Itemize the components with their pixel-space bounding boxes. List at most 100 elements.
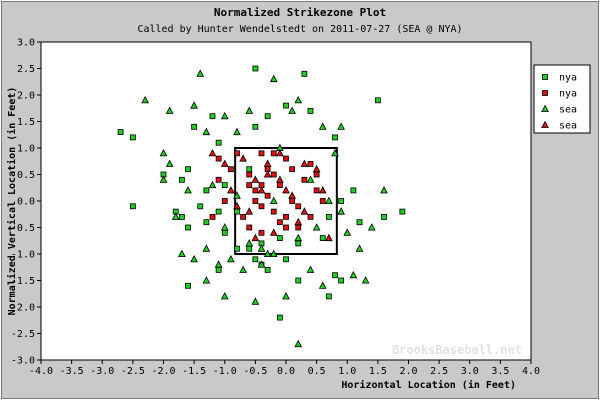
red-sea-triangle-marker	[325, 233, 333, 242]
green-sea-triangle-marker	[306, 175, 315, 183]
green-sea-triangle-marker	[269, 196, 278, 205]
red-nya-square-marker	[283, 213, 289, 220]
y-tick-label: 1.0	[17, 144, 35, 155]
green-nya-square-marker	[332, 134, 338, 141]
green-sea-triangle-marker	[337, 122, 345, 130]
red-nya-square-marker	[289, 166, 296, 173]
x-axis: -4.0 -3.5 -3.0 -2.5 -2.0 -1.5 -1.0 -0.5 0.0 0.5 1.…	[29, 360, 540, 377]
x-tick-label: 2.0	[399, 366, 417, 377]
red-nya-square-marker	[313, 171, 320, 178]
legend-triangle-swatch	[541, 104, 549, 112]
y-tick-label: 2.0	[17, 91, 35, 102]
red-nya-square-marker	[270, 171, 277, 178]
red-nya-square-marker	[301, 176, 308, 183]
green-sea-triangle-marker	[208, 180, 217, 189]
red-nya-square-marker	[307, 213, 314, 220]
red-sea-triangle-marker	[220, 159, 229, 167]
green-nya-square-marker	[215, 139, 222, 146]
green-nya-square-marker	[215, 266, 222, 273]
red-sea-triangle-marker	[257, 186, 266, 194]
green-sea-triangle-marker	[220, 292, 229, 300]
red-nya-square-marker	[289, 198, 296, 204]
x-tick-label: 3.5	[491, 366, 509, 377]
red-nya-square-marker	[234, 150, 240, 157]
green-sea-triangle-marker	[263, 249, 272, 258]
green-nya-square-marker	[252, 256, 259, 263]
red-nya-square-marker	[252, 187, 259, 194]
green-nya-square-marker	[332, 272, 338, 279]
green-nya-square-marker	[356, 219, 363, 226]
green-sea-triangle-marker	[233, 127, 241, 136]
x-tick-label: -1.5	[182, 366, 206, 377]
green-nya-square-marker	[252, 123, 259, 130]
legend: nya nya sea sea	[533, 64, 591, 134]
legend-label: sea	[559, 105, 577, 116]
green-nya-square-marker	[185, 224, 191, 231]
green-sea-triangle-marker	[288, 106, 296, 114]
green-sea-triangle-marker	[337, 207, 345, 215]
x-tick-label: 1.0	[338, 366, 356, 377]
green-sea-triangle-marker	[202, 244, 211, 252]
chart-title: Normalized Strikezone Plot	[214, 6, 386, 19]
red-nya-square-marker	[258, 229, 265, 236]
red-nya-square-marker	[264, 192, 271, 199]
x-tick-label: -3.5	[60, 366, 84, 377]
green-sea-triangle-marker	[331, 148, 339, 157]
green-sea-triangle-marker	[227, 254, 235, 263]
red-nya-square-marker	[276, 219, 283, 226]
green-nya-square-marker	[325, 213, 332, 220]
x-tick-label: 0.5	[308, 366, 326, 377]
green-nya-square-marker	[381, 213, 387, 220]
green-nya-square-marker	[178, 176, 185, 183]
green-nya-square-marker	[374, 97, 381, 104]
red-nya-square-marker	[227, 166, 234, 173]
green-sea-triangle-marker	[220, 111, 229, 120]
red-sea-triangle-marker	[263, 159, 272, 167]
x-axis-label: Horizontal Location (in Feet)	[341, 379, 516, 391]
green-nya-square-marker	[185, 282, 191, 289]
red-nya-square-marker	[246, 171, 253, 178]
legend-square-swatch	[542, 90, 548, 96]
red-nya-square-marker	[295, 203, 302, 210]
legend-label: nya	[559, 73, 577, 84]
green-sea-triangle-marker	[165, 159, 174, 167]
y-axis-label: Normalized Vertical Location (in Feet)	[6, 87, 18, 316]
red-nya-square-marker	[215, 176, 222, 183]
green-sea-triangle-marker	[165, 106, 174, 114]
green-sea-triangle-marker	[220, 223, 229, 231]
green-nya-square-marker	[117, 129, 124, 135]
watermark: BrooksBaseball.net	[392, 343, 522, 357]
red-sea-triangle-marker	[233, 201, 241, 210]
green-nya-square-marker	[338, 198, 345, 204]
red-sea-triangle-marker	[208, 148, 217, 157]
green-sea-triangle-marker	[306, 265, 315, 273]
x-tick-label: -4.0	[29, 366, 53, 377]
green-sea-triangle-marker	[269, 249, 278, 258]
legend-square-swatch	[542, 74, 548, 80]
y-tick-label: -0.5	[11, 223, 35, 234]
red-nya-square-marker	[209, 213, 216, 220]
green-sea-triangle-marker	[361, 276, 370, 284]
y-axis: -3.0 -2.5 -2.0 -1.5 -1.0 -0.5 0.0 0.5 1.0 1.5 2.0 2…	[11, 38, 41, 367]
green-nya-square-marker	[191, 123, 198, 130]
red-sea-triangle-marker	[227, 186, 235, 194]
green-sea-triangle-marker	[184, 186, 192, 194]
x-tick-label: 3.0	[461, 366, 479, 377]
green-sea-triangle-marker	[190, 254, 198, 263]
green-nya-square-marker	[283, 102, 289, 109]
green-nya-square-marker	[319, 235, 326, 242]
red-nya-square-marker	[270, 208, 277, 215]
x-tick-label: -0.5	[243, 366, 267, 377]
green-sea-triangle-marker	[343, 228, 352, 236]
red-sea-triangle-marker	[312, 164, 321, 173]
red-nya-square-marker	[276, 182, 283, 189]
green-sea-triangle-marker	[325, 196, 333, 205]
red-nya-square-marker	[258, 150, 265, 157]
red-sea-triangle-marker	[282, 186, 290, 194]
x-tick-label: 1.5	[369, 366, 387, 377]
green-nya-square-marker	[246, 166, 253, 173]
green-nya-square-marker	[178, 213, 185, 220]
green-nya-square-marker	[197, 203, 204, 210]
green-sea-triangle-marker	[294, 233, 303, 242]
